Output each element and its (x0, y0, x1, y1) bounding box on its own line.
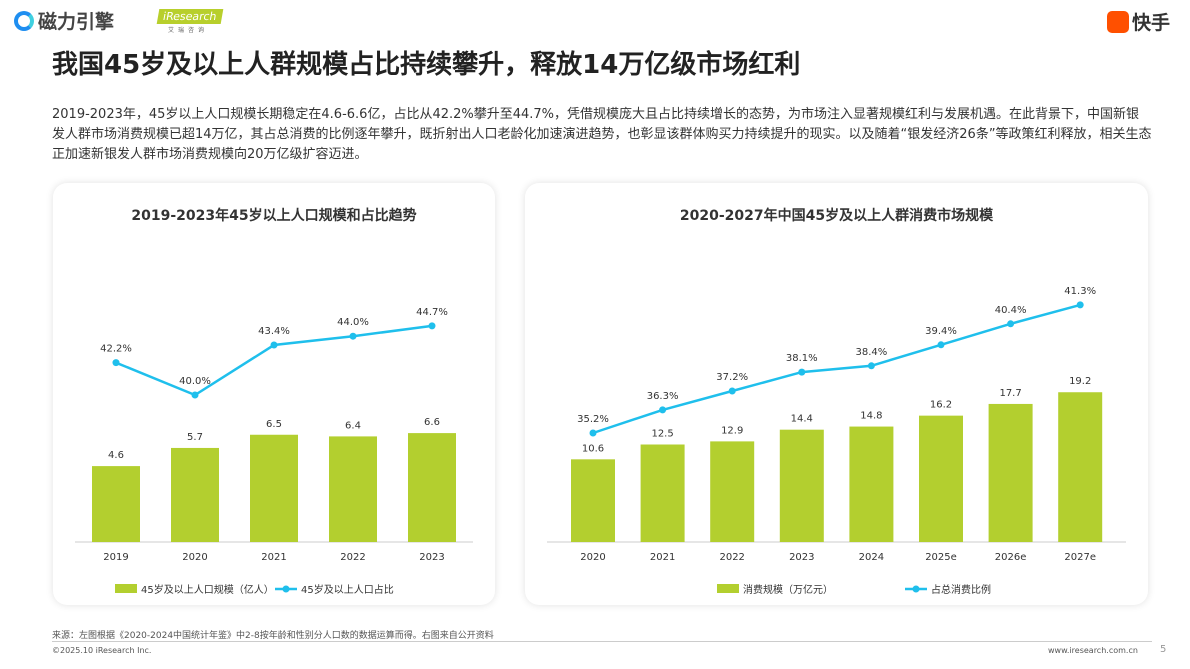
legend-line-label: 占总消费比例 (931, 583, 991, 596)
page-number: 5 (1160, 644, 1167, 655)
bar-label: 19.2 (1069, 376, 1091, 387)
legend-bar-swatch (717, 584, 739, 593)
x-tick-label: 2021 (650, 552, 675, 563)
x-tick-label: 2022 (340, 552, 365, 563)
chart-svg: 10.6 2020 12.5 2021 12.9 2022 14.4 2023 14.8 2024… (547, 286, 1126, 596)
bar (92, 466, 140, 542)
line-label: 43.4% (258, 326, 290, 337)
cili-engine-logo: 磁力引擎 (14, 7, 114, 34)
x-tick-label: 2019 (103, 552, 128, 563)
line-label: 37.2% (716, 372, 748, 383)
bar (919, 415, 963, 542)
copyright: ©2025.10 iResearch Inc. (52, 646, 152, 655)
bar (988, 403, 1033, 542)
chart-svg: 4.6 2019 5.7 2020 6.5 2021 6.4 2022 6.6 2023 42.2%… (75, 307, 473, 596)
line-point (191, 391, 199, 399)
line-point (1076, 301, 1084, 309)
chart-panel-consumption: 2020-2027年中国45岁及以上人群消费市场规模 10.6 2020 12.5 2… (525, 183, 1148, 605)
bar-label: 5.7 (187, 432, 203, 443)
bar-label: 6.6 (424, 417, 440, 428)
chart-title: 2019-2023年45岁以上人口规模和占比趋势 (131, 208, 417, 224)
legend-line-label: 45岁及以上人口占比 (301, 583, 394, 596)
line-label: 44.0% (337, 317, 369, 328)
line-series (592, 303, 1081, 435)
bar-label: 6.4 (345, 420, 361, 431)
line-label: 40.4% (995, 305, 1027, 316)
page-title: 我国45岁及以上人群规模占比持续攀升，释放14万亿级市场红利 (52, 50, 801, 80)
line-point (349, 332, 357, 340)
legend-bar-label: 消费规模（万亿元） (743, 583, 833, 596)
legend-bar-swatch (115, 584, 137, 593)
line-point (659, 406, 667, 414)
legend-line-marker (282, 585, 290, 593)
x-tick-label: 2020 (580, 552, 605, 563)
x-tick-label: 2023 (789, 552, 814, 563)
bar-label: 6.5 (266, 419, 282, 430)
line-point (428, 322, 436, 330)
x-tick-label: 2025e (925, 552, 957, 563)
iresearch-logo-sub: 艾瑞咨询 (168, 27, 209, 34)
source-note: 来源：左图根据《2020-2024中国统计年鉴》中2-8按年龄和性别分人口数的数… (52, 631, 494, 641)
website-link[interactable]: www.iresearch.com.cn (1048, 646, 1138, 655)
line-label: 36.3% (647, 391, 679, 402)
bar (640, 444, 685, 542)
line-label: 42.2% (100, 344, 132, 355)
bar (171, 447, 219, 542)
line-label: 40.0% (179, 376, 211, 387)
bar-label: 14.8 (860, 411, 882, 422)
logo-icon (14, 10, 34, 31)
line-label: 38.4% (856, 347, 888, 358)
line-point (867, 362, 875, 370)
legend-line-marker (912, 585, 920, 593)
x-tick-label: 2020 (182, 552, 207, 563)
line-point (112, 359, 120, 367)
line-point (937, 341, 945, 349)
x-tick-label: 2023 (419, 552, 444, 563)
line-label: 39.4% (925, 326, 957, 337)
bar (250, 434, 298, 542)
bar (710, 441, 755, 542)
line-label: 44.7% (416, 307, 448, 318)
bar (849, 426, 894, 542)
line-point (270, 341, 278, 349)
chart-panel-population: 2019-2023年45岁以上人口规模和占比趋势 4.6 2019 5.7 2020 6… (53, 183, 495, 605)
bar-label: 12.5 (651, 429, 673, 440)
bar (779, 429, 824, 542)
bar-label: 14.4 (791, 414, 813, 425)
bar-label: 4.6 (108, 450, 124, 461)
bar (571, 459, 615, 542)
x-tick-label: 2027e (1064, 552, 1096, 563)
line-label: 35.2% (577, 414, 609, 425)
bar (329, 436, 377, 542)
kuaishou-logo: 快手 (1106, 8, 1170, 35)
line-point (798, 368, 806, 376)
chart-title: 2020-2027年中国45岁及以上人群消费市场规模 (679, 208, 994, 224)
divider (52, 641, 1152, 642)
x-tick-label: 2026e (995, 552, 1027, 563)
x-tick-label: 2022 (719, 552, 744, 563)
bar-label: 17.7 (999, 388, 1021, 399)
bar (1058, 392, 1103, 542)
bar-label: 16.2 (930, 400, 952, 411)
line-point (728, 387, 736, 395)
line-label: 38.1% (786, 353, 818, 364)
logo-text: 磁力引擎 (38, 11, 115, 33)
logo-text: 快手 (1131, 12, 1170, 34)
bar (408, 433, 456, 542)
iresearch-logo: iResearch (156, 9, 223, 24)
line-label: 41.3% (1064, 286, 1096, 297)
intro-paragraph: 2019-2023年，45岁以上人口规模长期稳定在4.6-6.6亿，占比从42.… (52, 107, 1152, 162)
x-tick-label: 2021 (261, 552, 286, 563)
legend-bar-label: 45岁及以上人口规模（亿人） (141, 583, 274, 596)
bar-label: 12.9 (721, 425, 743, 436)
x-tick-label: 2024 (859, 552, 884, 563)
bar-label: 10.6 (582, 443, 604, 454)
line-point (1007, 320, 1015, 328)
line-point (589, 429, 597, 437)
kuaishou-icon (1106, 10, 1129, 33)
